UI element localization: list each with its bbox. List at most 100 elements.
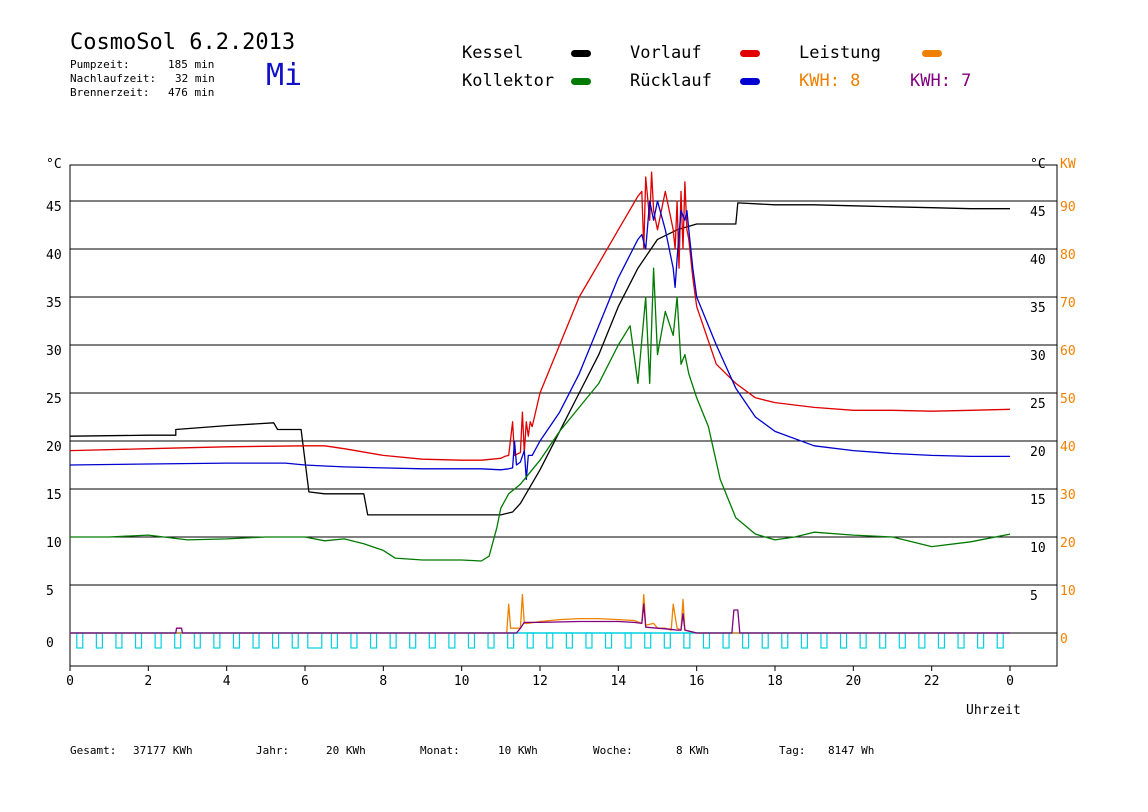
footer-gesamt-label: Gesamt: bbox=[70, 744, 117, 757]
pump-marker-9 bbox=[252, 632, 260, 649]
pump-marker-39 bbox=[839, 632, 848, 649]
pump-marker-24 bbox=[546, 632, 554, 649]
pump-marker-5 bbox=[174, 632, 182, 649]
pump-marker-16 bbox=[389, 632, 397, 649]
x-tick-5: 10 bbox=[454, 674, 470, 689]
x-tick-9: 18 bbox=[767, 674, 783, 689]
x-tick-12: 0 bbox=[1006, 674, 1014, 689]
footer-tag-value: 8147 Wh bbox=[828, 744, 875, 757]
series-r-cklauf bbox=[69, 200, 1010, 481]
pump-marker-36 bbox=[781, 632, 789, 649]
y-tick-right-kw-70: 70 bbox=[1060, 296, 1076, 311]
pump-marker-45 bbox=[957, 632, 965, 649]
series-kollektor bbox=[70, 267, 1011, 562]
pump-marker-1 bbox=[95, 632, 103, 649]
pump-marker-40 bbox=[859, 632, 867, 649]
pump-marker-35 bbox=[761, 632, 769, 649]
y-tick-right-c-15: 15 bbox=[1030, 493, 1046, 508]
x-tick-2: 4 bbox=[223, 674, 231, 689]
pump-marker-32 bbox=[702, 632, 711, 649]
weekday-label: Mi bbox=[266, 58, 303, 93]
pump-marker-23 bbox=[526, 632, 534, 649]
plot-frame bbox=[69, 164, 1058, 667]
pump-marker-25 bbox=[565, 632, 573, 649]
series-vorlauf bbox=[69, 171, 1011, 461]
pump-marker-44 bbox=[937, 632, 946, 649]
pump-marker-11 bbox=[291, 632, 299, 649]
y-tick-right-c-35: 35 bbox=[1030, 301, 1046, 316]
y-tick-right-kw-20: 20 bbox=[1060, 536, 1076, 551]
series-kwh-7 bbox=[70, 603, 1010, 634]
y-tick-left-15: 15 bbox=[46, 488, 62, 503]
x-tick-1: 2 bbox=[144, 674, 152, 689]
x-tick-4: 8 bbox=[379, 674, 387, 689]
pump-marker-43 bbox=[918, 632, 926, 649]
pump-marker-37 bbox=[800, 632, 808, 649]
pump-marker-0 bbox=[76, 632, 84, 649]
pump-marker-38 bbox=[820, 632, 828, 649]
series-leistung bbox=[70, 593, 1010, 634]
pump-marker-30 bbox=[663, 632, 671, 649]
legend-leistung-label: Leistung bbox=[799, 43, 881, 63]
y-tick-right-kw-90: 90 bbox=[1060, 200, 1076, 215]
legend-kollektor-swatch bbox=[571, 78, 591, 85]
pump-marker-47 bbox=[996, 632, 1004, 649]
y-label-left: °C bbox=[46, 157, 62, 172]
pumpzeit-value: 185 min bbox=[168, 58, 215, 71]
brennerzeit-label: Brennerzeit: bbox=[70, 86, 150, 99]
pump-marker-29 bbox=[644, 632, 652, 649]
footer-jahr-label: Jahr: bbox=[256, 744, 290, 757]
footer-tag-label: Tag: bbox=[779, 744, 806, 757]
footer-woche-value: 8 KWh bbox=[676, 744, 710, 757]
y-tick-right-c-30: 30 bbox=[1030, 349, 1046, 364]
y-tick-left-35: 35 bbox=[46, 296, 62, 311]
legend-ruecklauf-swatch bbox=[740, 78, 760, 85]
pump-marker-18 bbox=[428, 632, 436, 649]
y-label-right-kw: KW bbox=[1060, 157, 1076, 172]
pump-marker-31 bbox=[683, 632, 691, 649]
pump-marker-14 bbox=[350, 632, 358, 649]
legend-kessel-swatch bbox=[571, 50, 591, 57]
pump-marker-3 bbox=[134, 632, 143, 649]
nachlaufzeit-value: 32 min bbox=[175, 72, 215, 85]
y-tick-right-kw-80: 80 bbox=[1060, 248, 1076, 263]
pump-marker-28 bbox=[624, 632, 632, 649]
pump-marker-12 bbox=[307, 632, 323, 649]
pump-marker-8 bbox=[232, 632, 241, 649]
y-tick-right-c-5: 5 bbox=[1030, 589, 1038, 604]
y-tick-left-40: 40 bbox=[46, 248, 62, 263]
x-tick-3: 6 bbox=[301, 674, 309, 689]
legend-kollektor-label: Kollektor bbox=[462, 71, 555, 91]
pump-marker-21 bbox=[487, 632, 495, 649]
nachlaufzeit-label: Nachlaufzeit: bbox=[70, 72, 157, 85]
y-tick-left-30: 30 bbox=[46, 344, 62, 359]
x-tick-0: 0 bbox=[66, 674, 74, 689]
pump-marker-2 bbox=[115, 632, 123, 649]
kwh-purple: KWH: 7 bbox=[910, 71, 972, 91]
y-tick-left-10: 10 bbox=[46, 536, 62, 551]
legend-vorlauf-swatch bbox=[740, 50, 760, 57]
brennerzeit-value: 476 min bbox=[168, 86, 215, 99]
y-tick-right-c-20: 20 bbox=[1030, 445, 1046, 460]
y-label-right-c: °C bbox=[1030, 157, 1046, 172]
pump-marker-20 bbox=[467, 632, 476, 649]
legend-vorlauf-label: Vorlauf bbox=[630, 43, 702, 63]
y-tick-left-0: 0 bbox=[46, 636, 54, 651]
x-tick-6: 12 bbox=[532, 674, 548, 689]
pump-marker-42 bbox=[898, 632, 906, 649]
x-tick-11: 22 bbox=[924, 674, 940, 689]
x-tick-10: 20 bbox=[846, 674, 862, 689]
pump-marker-33 bbox=[722, 632, 730, 649]
pump-marker-15 bbox=[369, 632, 378, 649]
y-tick-right-c-10: 10 bbox=[1030, 541, 1046, 556]
legend-leistung-swatch bbox=[922, 50, 942, 57]
x-tick-7: 14 bbox=[611, 674, 627, 689]
pump-marker-46 bbox=[977, 632, 985, 649]
pump-marker-41 bbox=[879, 632, 887, 649]
pump-marker-27 bbox=[604, 632, 613, 649]
y-tick-right-kw-50: 50 bbox=[1060, 392, 1076, 407]
legend-kessel-label: Kessel bbox=[462, 43, 524, 63]
y-tick-right-c-45: 45 bbox=[1030, 205, 1046, 220]
footer-gesamt-value: 37177 KWh bbox=[133, 744, 193, 757]
